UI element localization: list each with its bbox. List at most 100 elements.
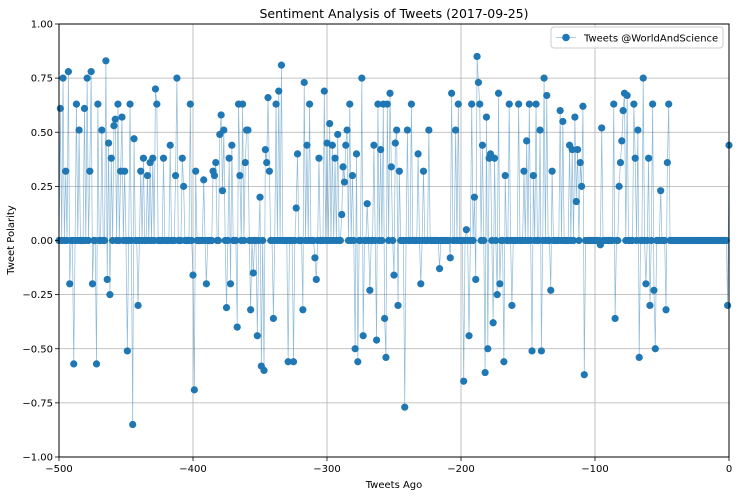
data-point [253, 332, 261, 340]
data-point [366, 286, 374, 294]
data-point [238, 100, 247, 108]
data-point [178, 154, 186, 162]
data-point [326, 119, 334, 128]
data-point [331, 154, 339, 162]
data-point [724, 301, 732, 310]
data-point [500, 358, 508, 366]
series-markers [55, 52, 733, 429]
data-point [66, 280, 74, 288]
data-point [328, 141, 336, 149]
data-point [556, 107, 564, 115]
data-point [391, 139, 399, 147]
data-point [635, 353, 643, 362]
data-point [343, 126, 351, 134]
data-point [528, 347, 536, 355]
data-point [134, 301, 142, 310]
y-tick-label: −1.00 [22, 453, 53, 464]
data-point [149, 154, 157, 162]
data-point [224, 236, 232, 245]
data-point [106, 291, 114, 299]
data-point [363, 200, 371, 208]
data-point [494, 89, 503, 97]
data-point [536, 126, 544, 134]
data-point [126, 100, 134, 108]
data-point [610, 100, 618, 108]
data-point [490, 154, 499, 162]
data-point [118, 113, 126, 121]
data-point [650, 286, 658, 294]
data-point [394, 301, 402, 310]
data-point [350, 236, 358, 245]
data-point [647, 236, 655, 245]
data-point [277, 61, 286, 69]
data-point [208, 236, 216, 245]
data-point [619, 107, 627, 115]
data-point [186, 100, 194, 108]
data-point [351, 345, 359, 353]
data-point [454, 100, 462, 108]
data-point [263, 158, 271, 167]
data-point [387, 163, 395, 171]
data-point [217, 111, 225, 119]
data-point [173, 74, 181, 82]
data-point [493, 291, 501, 299]
data-point [381, 314, 389, 323]
y-tick-label: 1.00 [31, 20, 53, 31]
data-point [264, 94, 272, 102]
data-point [56, 104, 64, 113]
data-point [139, 154, 148, 162]
data-point [272, 100, 280, 108]
data-point [261, 145, 269, 154]
data-point [259, 236, 267, 245]
data-point [92, 360, 101, 368]
x-tick-label: 0 [726, 464, 732, 475]
legend-marker-swatch [562, 33, 570, 42]
data-point [292, 204, 300, 212]
data-point [342, 141, 350, 149]
data-point [352, 150, 361, 158]
data-point [515, 100, 523, 108]
data-point [478, 141, 487, 149]
data-point [293, 150, 302, 158]
data-point [630, 100, 638, 108]
data-point [448, 89, 456, 97]
y-tick-label: −0.75 [22, 398, 53, 409]
data-point [377, 145, 385, 154]
data-point [346, 100, 354, 108]
data-point [190, 386, 198, 394]
data-point [382, 353, 390, 362]
data-point [260, 366, 268, 374]
data-point [480, 236, 488, 245]
y-tick-label: 0.50 [31, 128, 53, 139]
data-point [222, 304, 231, 312]
data-point [114, 100, 122, 108]
data-point [202, 280, 210, 288]
data-point [520, 167, 528, 175]
x-tick-label: −400 [179, 464, 206, 475]
data-point [572, 197, 580, 206]
x-tick-label: −200 [447, 464, 474, 475]
data-point [86, 167, 94, 175]
data-point [645, 154, 653, 162]
data-point [84, 236, 93, 245]
data-point [338, 210, 346, 219]
data-point [642, 280, 650, 288]
data-point [662, 306, 670, 314]
data-point [153, 100, 161, 108]
data-point [548, 167, 556, 175]
data-point [359, 332, 367, 340]
data-point [166, 141, 174, 149]
data-point [320, 87, 328, 95]
data-point [225, 154, 233, 162]
data-point [137, 167, 145, 175]
data-point [631, 154, 639, 162]
data-point [573, 145, 582, 154]
legend-box [550, 26, 724, 49]
data-point [83, 74, 91, 82]
data-point [303, 141, 311, 149]
data-point [657, 187, 665, 195]
data-point [529, 171, 537, 180]
data-point [465, 332, 473, 340]
data-point [472, 275, 480, 284]
data-point [417, 280, 425, 288]
